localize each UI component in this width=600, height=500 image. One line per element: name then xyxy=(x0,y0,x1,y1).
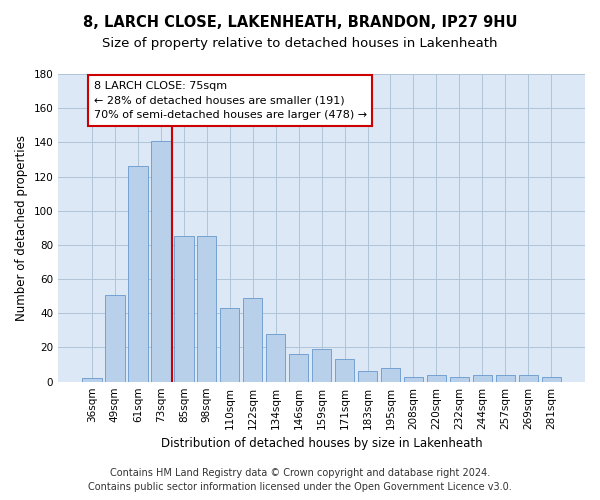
Bar xyxy=(128,166,148,382)
Bar xyxy=(473,375,492,382)
Bar xyxy=(449,376,469,382)
X-axis label: Distribution of detached houses by size in Lakenheath: Distribution of detached houses by size … xyxy=(161,437,482,450)
Bar xyxy=(243,298,262,382)
Bar xyxy=(335,360,355,382)
Y-axis label: Number of detached properties: Number of detached properties xyxy=(15,135,28,321)
Bar xyxy=(289,354,308,382)
Text: 8 LARCH CLOSE: 75sqm
← 28% of detached houses are smaller (191)
70% of semi-deta: 8 LARCH CLOSE: 75sqm ← 28% of detached h… xyxy=(94,81,367,120)
Bar xyxy=(82,378,101,382)
Bar xyxy=(496,375,515,382)
Bar xyxy=(197,236,217,382)
Bar xyxy=(518,375,538,382)
Text: Size of property relative to detached houses in Lakenheath: Size of property relative to detached ho… xyxy=(102,38,498,51)
Bar xyxy=(105,294,125,382)
Bar xyxy=(151,140,170,382)
Bar xyxy=(358,372,377,382)
Bar xyxy=(174,236,194,382)
Bar xyxy=(266,334,286,382)
Bar xyxy=(381,368,400,382)
Bar xyxy=(312,349,331,382)
Bar xyxy=(427,375,446,382)
Bar xyxy=(220,308,239,382)
Bar xyxy=(542,376,561,382)
Bar xyxy=(404,376,423,382)
Text: 8, LARCH CLOSE, LAKENHEATH, BRANDON, IP27 9HU: 8, LARCH CLOSE, LAKENHEATH, BRANDON, IP2… xyxy=(83,15,517,30)
Text: Contains HM Land Registry data © Crown copyright and database right 2024.
Contai: Contains HM Land Registry data © Crown c… xyxy=(88,468,512,492)
